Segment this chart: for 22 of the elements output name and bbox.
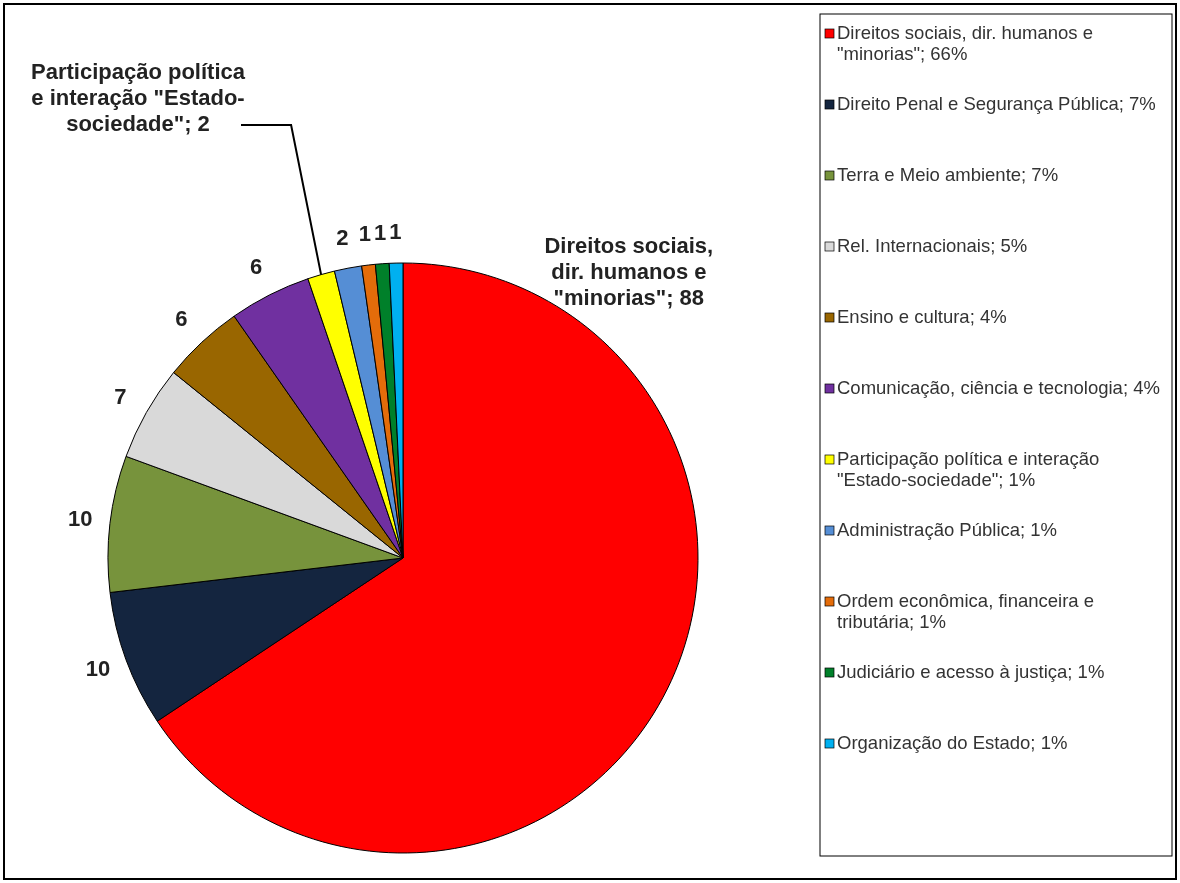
legend-label: Judiciário e acesso à justiça; 1% (837, 661, 1105, 682)
data-label: Direitos sociais, dir. humanos e "minorias"; 88 (544, 233, 714, 311)
data-label: 1 (358, 221, 372, 247)
data-label: 10 (67, 505, 93, 531)
legend-label: Ensino e cultura; 4% (837, 306, 1007, 327)
legend-label: Ordem econômica, financeira e tributária; 1% (837, 590, 1095, 632)
data-label: 1 (389, 218, 402, 244)
data-label: 6 (250, 253, 263, 279)
legend-label: Comunicação, ciência e tecnologia; 4% (837, 377, 1160, 398)
legend-label: Organização do Estado; 1% (837, 732, 1068, 753)
legend-label: Participação política e interação "Estado-sociedade"; 1% (837, 448, 1100, 490)
legend-label: Terra e Meio ambiente; 7% (837, 164, 1059, 185)
legend-label: Rel. Internacionais; 5% (837, 235, 1028, 256)
data-label: 2 (336, 224, 349, 250)
legend-label: Administração Pública; 1% (837, 519, 1058, 540)
legend-label: Direito Penal e Segurança Pública; 7% (837, 93, 1156, 114)
data-label: 10 (85, 655, 111, 681)
data-label: Participação política e interação "Estado-sociedade"; 2 (31, 58, 246, 136)
data-label: 6 (175, 306, 188, 332)
data-label: 7 (114, 383, 127, 409)
data-label: 1 (374, 219, 387, 245)
legend-label: Direitos sociais, dir. humanos e "minorias"; 66% (837, 22, 1094, 64)
